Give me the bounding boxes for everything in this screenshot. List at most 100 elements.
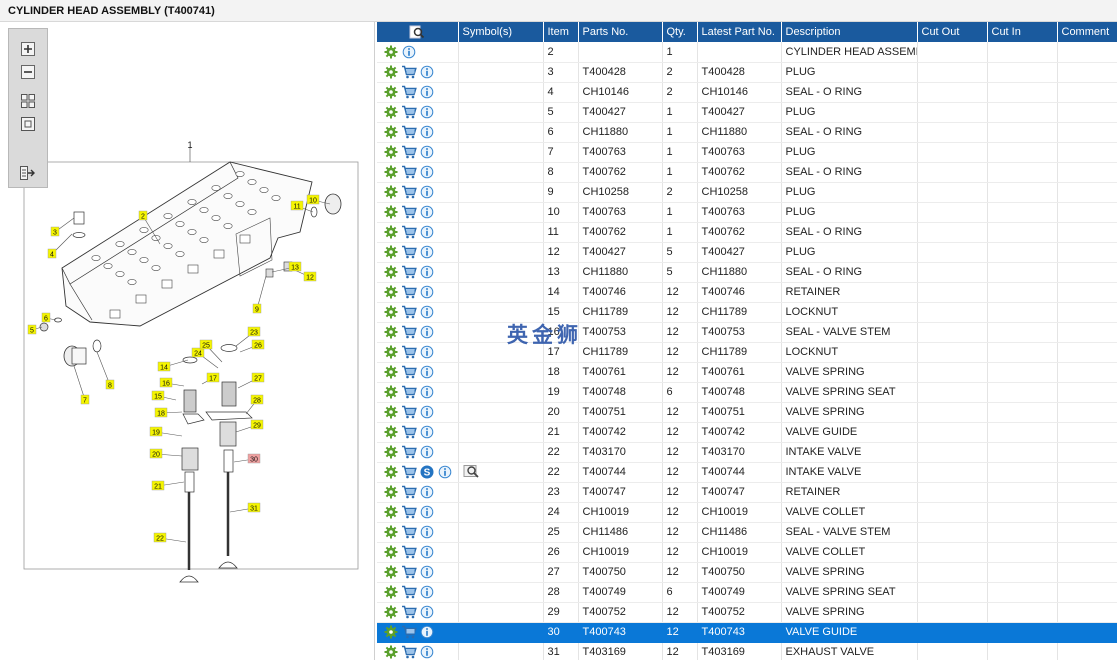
col-symbols[interactable]: Symbol(s) [458,22,544,42]
table-row[interactable]: 28 T400749 6 T400749 VALVE SPRING SEAT [377,582,1117,603]
col-latest-part-no[interactable]: Latest Part No. [697,22,782,42]
table-row[interactable]: 25 CH11486 12 CH11486 SEAL - VALVE STEM [377,522,1117,543]
gear-icon[interactable] [383,164,399,180]
table-row[interactable]: 12 T400427 5 T400427 PLUG [377,242,1117,263]
cart-icon[interactable] [401,584,417,600]
gear-icon[interactable] [383,484,399,500]
info-icon[interactable] [401,44,417,60]
table-row[interactable]: 20 T400751 12 T400751 VALVE SPRING [377,402,1117,423]
table-row[interactable]: 24 CH10019 12 CH10019 VALVE COLLET [377,502,1117,523]
info-icon[interactable] [419,244,435,260]
col-comment[interactable]: Comment [1057,22,1117,42]
gear-icon[interactable] [383,264,399,280]
gear-icon[interactable] [383,604,399,620]
export-button[interactable] [18,163,38,183]
cart-icon[interactable] [401,184,417,200]
gear-icon[interactable] [383,504,399,520]
gear-icon[interactable] [383,404,399,420]
table-row[interactable]: 8 T400762 1 T400762 SEAL - O RING [377,162,1117,183]
info-icon[interactable] [419,224,435,240]
gear-icon[interactable] [383,144,399,160]
cart-icon[interactable] [401,404,417,420]
gear-icon[interactable] [383,464,399,480]
zoom-out-button[interactable] [18,62,38,82]
cart-icon[interactable] [401,204,417,220]
info-icon[interactable] [419,204,435,220]
fit-window-button[interactable] [18,114,38,134]
gear-icon[interactable] [383,444,399,460]
info-icon[interactable] [419,444,435,460]
gear-icon[interactable] [383,284,399,300]
table-row[interactable]: 27 T400750 12 T400750 VALVE SPRING [377,562,1117,583]
cart-icon[interactable] [401,644,417,660]
gear-icon[interactable] [383,624,399,640]
table-row[interactable]: 16 T400753 12 T400753 SEAL - VALVE STEM [377,322,1117,343]
cart-icon[interactable] [401,424,417,440]
cart-icon[interactable] [401,484,417,500]
gear-icon[interactable] [383,344,399,360]
table-row[interactable]: 13 CH11880 5 CH11880 SEAL - O RING [377,262,1117,283]
table-row[interactable]: 29 T400752 12 T400752 VALVE SPRING [377,602,1117,623]
gear-icon[interactable] [383,544,399,560]
info-icon[interactable] [419,424,435,440]
info-icon[interactable] [419,264,435,280]
cart-icon[interactable] [401,624,417,640]
info-icon[interactable] [419,284,435,300]
info-icon[interactable] [419,484,435,500]
cart-icon[interactable] [401,164,417,180]
info-icon[interactable] [419,644,435,660]
gear-icon[interactable] [383,244,399,260]
table-row[interactable]: 4 CH10146 2 CH10146 SEAL - O RING [377,82,1117,103]
info-icon[interactable] [419,304,435,320]
cart-icon[interactable] [401,124,417,140]
gear-icon[interactable] [383,564,399,580]
cart-icon[interactable] [401,264,417,280]
info-icon[interactable] [419,124,435,140]
cart-icon[interactable] [401,284,417,300]
gear-icon[interactable] [383,524,399,540]
col-actions[interactable] [377,22,459,42]
col-cut-in[interactable]: Cut In [987,22,1058,42]
table-row[interactable]: 19 T400748 6 T400748 VALVE SPRING SEAT [377,382,1117,403]
gear-icon[interactable] [383,64,399,80]
info-icon[interactable] [419,184,435,200]
info-icon[interactable] [419,84,435,100]
table-row[interactable]: 5 T400427 1 T400427 PLUG [377,102,1117,123]
table-row[interactable]: 21 T400742 12 T400742 VALVE GUIDE [377,422,1117,443]
info-icon[interactable] [419,64,435,80]
info-icon[interactable] [419,544,435,560]
table-row[interactable]: 31 T403169 12 T403169 EXHAUST VALVE [377,642,1117,660]
gear-icon[interactable] [383,304,399,320]
table-row[interactable]: 17 CH11789 12 CH11789 LOCKNUT [377,342,1117,363]
magnifier-icon[interactable] [463,463,481,479]
table-row[interactable]: 15 CH11789 12 CH11789 LOCKNUT [377,302,1117,323]
cart-icon[interactable] [401,604,417,620]
cart-icon[interactable] [401,444,417,460]
cart-icon[interactable] [401,304,417,320]
gear-icon[interactable] [383,584,399,600]
table-row[interactable]: 7 T400763 1 T400763 PLUG [377,142,1117,163]
cart-icon[interactable] [401,564,417,580]
cart-icon[interactable] [401,344,417,360]
info-icon[interactable] [419,404,435,420]
gear-icon[interactable] [383,324,399,340]
table-row[interactable]: 11 T400762 1 T400762 SEAL - O RING [377,222,1117,243]
gear-icon[interactable] [383,224,399,240]
gear-icon[interactable] [383,424,399,440]
col-qty[interactable]: Qty. [662,22,698,42]
cart-icon[interactable] [401,224,417,240]
info-icon[interactable] [419,384,435,400]
gear-icon[interactable] [383,184,399,200]
table-row[interactable]: 30 T400743 12 T400743 VALVE GUIDE [377,622,1117,643]
cart-icon[interactable] [401,244,417,260]
parts-table-pane[interactable]: Symbol(s) Item Parts No. Qty. Latest Par… [377,22,1117,660]
cart-icon[interactable] [401,144,417,160]
col-description[interactable]: Description [781,22,918,42]
info-icon[interactable] [419,504,435,520]
col-item[interactable]: Item [543,22,579,42]
exploded-diagram[interactable]: 1234567891011121314151617181920212223242… [0,22,375,660]
table-row[interactable]: S 22 T400744 12 T400744 INTAKE VALVE [377,462,1117,483]
gear-icon[interactable] [383,124,399,140]
gear-icon[interactable] [383,104,399,120]
info-icon[interactable] [419,324,435,340]
